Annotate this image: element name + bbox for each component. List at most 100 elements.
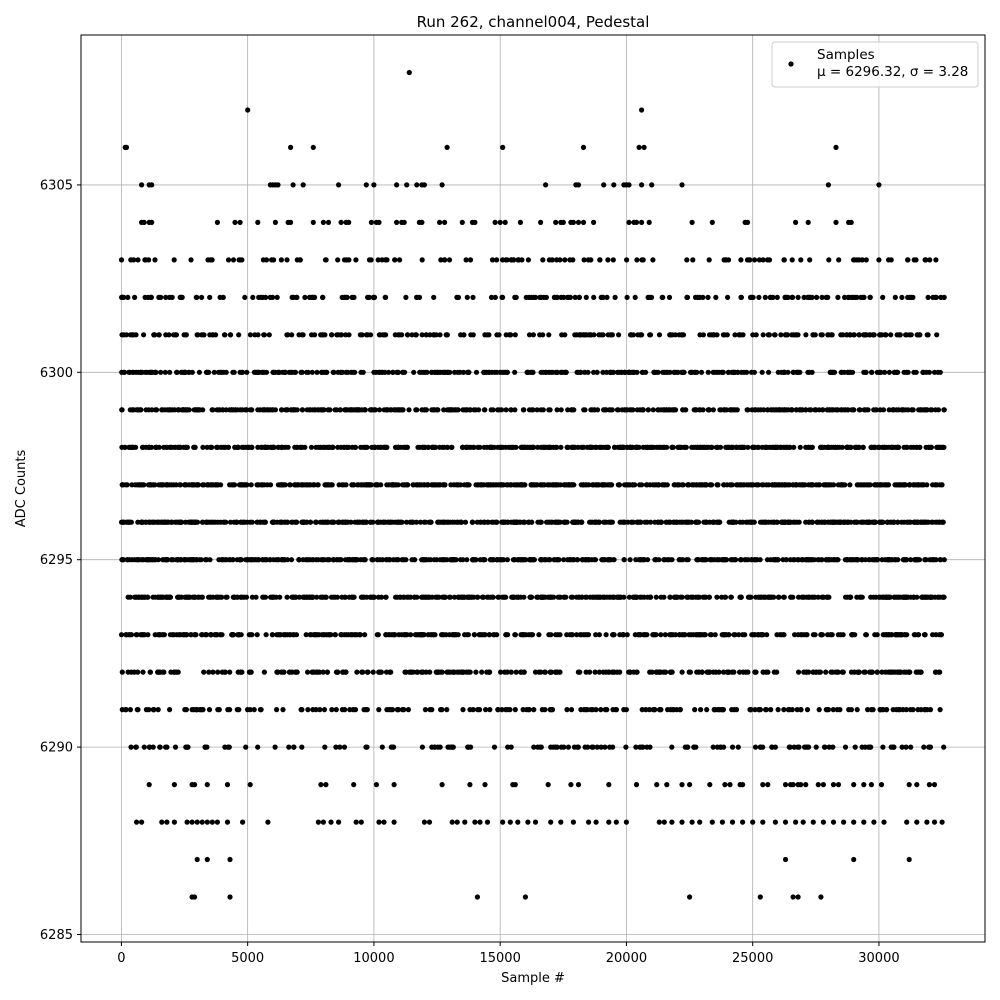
sample-point bbox=[412, 594, 418, 600]
sample-point bbox=[368, 257, 374, 263]
sample-point bbox=[807, 557, 813, 563]
sample-point bbox=[364, 444, 370, 450]
sample-point bbox=[481, 482, 487, 488]
sample-point bbox=[330, 594, 336, 600]
sample-point bbox=[224, 557, 230, 563]
sample-point bbox=[781, 707, 787, 713]
sample-point bbox=[637, 482, 643, 488]
sample-point bbox=[598, 744, 604, 750]
sample-point bbox=[305, 707, 311, 713]
sample-point bbox=[425, 594, 431, 600]
sample-point bbox=[425, 444, 432, 450]
sample-point bbox=[915, 557, 921, 563]
sample-point bbox=[182, 557, 188, 563]
sample-point bbox=[136, 557, 142, 563]
sample-point bbox=[159, 482, 165, 488]
sample-point bbox=[288, 557, 295, 563]
sample-point bbox=[812, 407, 818, 413]
sample-point bbox=[349, 594, 355, 600]
sample-point bbox=[137, 407, 144, 413]
sample-point bbox=[278, 482, 284, 488]
sample-point bbox=[670, 519, 677, 525]
sample-point bbox=[660, 294, 666, 300]
sample-point bbox=[591, 407, 597, 413]
sample-point bbox=[755, 444, 761, 450]
sample-point bbox=[769, 744, 775, 750]
sample-point bbox=[128, 632, 135, 638]
sample-point bbox=[804, 707, 811, 713]
sample-point bbox=[212, 632, 219, 638]
sample-point bbox=[688, 632, 694, 638]
sample-point bbox=[540, 332, 546, 338]
sample-point bbox=[289, 669, 295, 675]
sample-point bbox=[844, 557, 850, 563]
sample-point bbox=[757, 744, 763, 750]
sample-point bbox=[314, 594, 320, 600]
sample-point bbox=[806, 519, 812, 525]
sample-point bbox=[661, 594, 667, 600]
sample-point bbox=[807, 444, 813, 450]
sample-point bbox=[927, 594, 934, 600]
sample-point bbox=[627, 669, 633, 675]
sample-point bbox=[345, 369, 351, 375]
sample-point bbox=[879, 519, 885, 525]
sample-point bbox=[607, 332, 613, 338]
sample-point bbox=[171, 444, 177, 450]
sample-point bbox=[674, 594, 680, 600]
sample-point bbox=[431, 332, 437, 338]
sample-point bbox=[895, 632, 902, 638]
sample-point bbox=[536, 669, 542, 675]
sample-point bbox=[464, 557, 470, 563]
sample-point bbox=[119, 294, 125, 300]
sample-point bbox=[624, 294, 630, 300]
sample-point bbox=[464, 632, 470, 638]
sample-point bbox=[390, 707, 396, 713]
sample-point bbox=[477, 444, 483, 450]
sample-point bbox=[565, 744, 572, 750]
sample-point bbox=[344, 294, 350, 300]
sample-point bbox=[731, 519, 737, 525]
sample-point bbox=[882, 369, 888, 375]
sample-point bbox=[576, 594, 582, 600]
sample-point bbox=[591, 332, 597, 338]
sample-point bbox=[684, 519, 690, 525]
sample-point bbox=[349, 632, 355, 638]
sample-point bbox=[309, 669, 315, 675]
sample-point bbox=[465, 369, 471, 375]
sample-point bbox=[604, 294, 610, 300]
sample-point bbox=[259, 482, 265, 488]
sample-point bbox=[858, 594, 864, 600]
sample-point bbox=[405, 707, 411, 713]
sample-point bbox=[684, 744, 690, 750]
sample-point bbox=[798, 707, 804, 713]
sample-point bbox=[854, 482, 860, 488]
sample-point bbox=[521, 594, 527, 600]
sample-point bbox=[183, 482, 189, 488]
sample-point bbox=[282, 369, 288, 375]
sample-point bbox=[227, 707, 233, 713]
sample-point bbox=[941, 744, 947, 750]
sample-point bbox=[836, 257, 842, 263]
sample-point bbox=[606, 407, 612, 413]
sample-point bbox=[498, 482, 504, 488]
sample-point bbox=[650, 482, 656, 488]
sample-point bbox=[650, 632, 656, 638]
sample-point bbox=[778, 332, 784, 338]
sample-point bbox=[760, 332, 766, 338]
sample-point bbox=[397, 594, 403, 600]
sample-point bbox=[880, 744, 886, 750]
sample-point bbox=[766, 519, 772, 525]
sample-point bbox=[455, 369, 461, 375]
sample-point bbox=[303, 632, 309, 638]
sample-point bbox=[354, 407, 360, 413]
sample-point bbox=[904, 632, 910, 638]
sample-point bbox=[316, 669, 323, 675]
sample-point bbox=[914, 594, 920, 600]
sample-point bbox=[621, 707, 627, 713]
sample-point bbox=[561, 557, 567, 563]
sample-point bbox=[601, 519, 607, 525]
sample-point bbox=[843, 594, 849, 600]
sample-point bbox=[878, 482, 884, 488]
sample-point bbox=[255, 744, 261, 750]
sample-point bbox=[842, 744, 849, 750]
